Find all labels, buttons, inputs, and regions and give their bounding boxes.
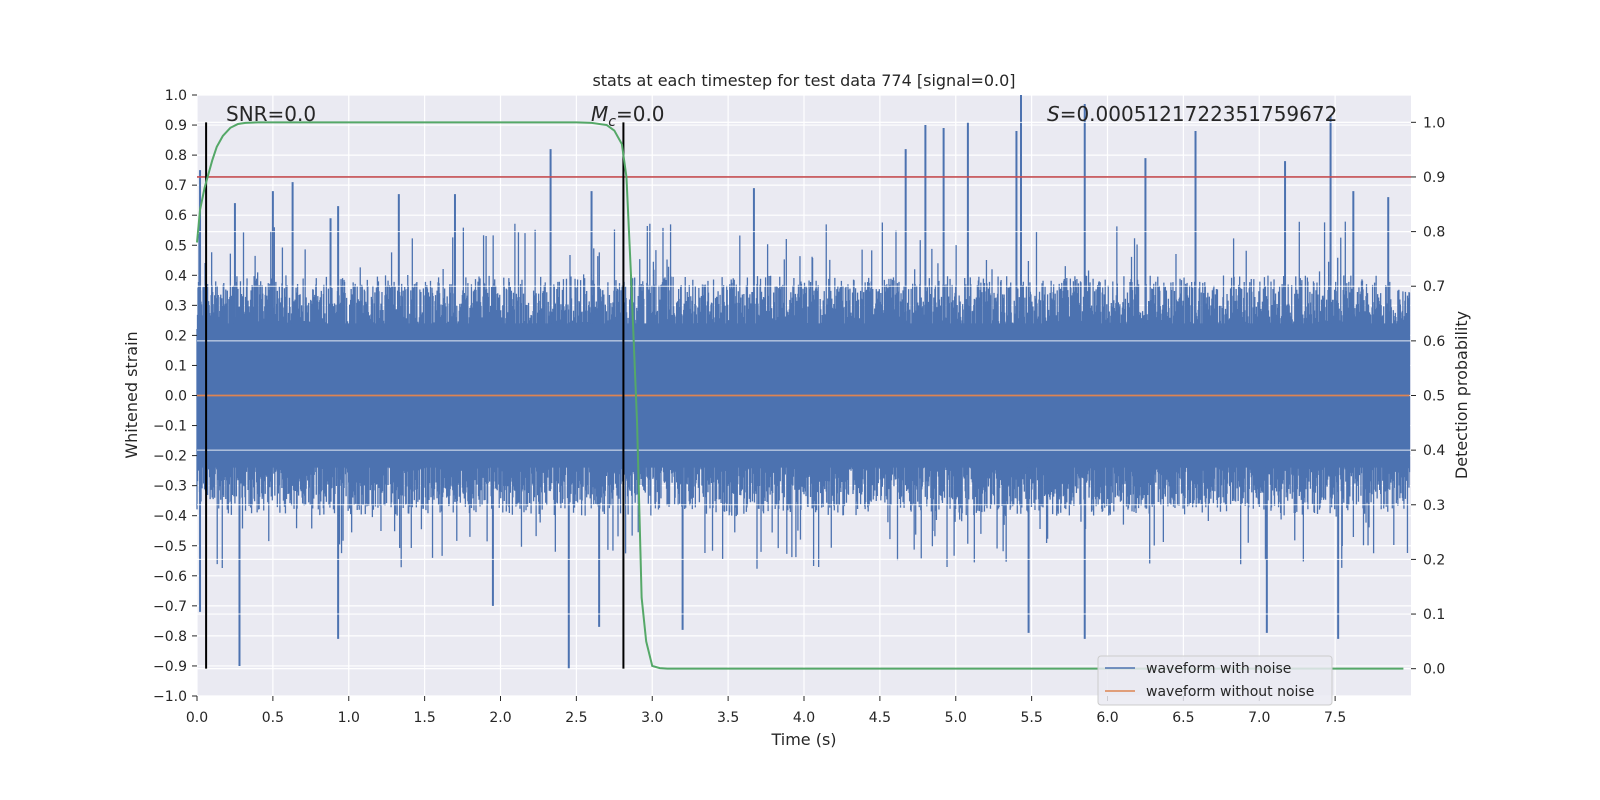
left-y-tick-label: 0.0 xyxy=(165,389,187,405)
left-y-tick-label: −1.0 xyxy=(153,689,187,705)
legend-label-waveform-without-noise: waveform without noise xyxy=(1146,684,1314,700)
right-y-tick-label: 0.1 xyxy=(1423,607,1445,623)
legend-label-waveform-with-noise: waveform with noise xyxy=(1146,661,1291,677)
x-tick-label: 5.5 xyxy=(1020,710,1042,726)
x-tick-label: 7.5 xyxy=(1324,710,1346,726)
left-y-tick-label: −0.7 xyxy=(153,599,187,615)
right-y-tick-label: 0.2 xyxy=(1423,552,1445,568)
right-y-tick-label: 0.6 xyxy=(1423,334,1445,350)
x-tick-label: 4.5 xyxy=(869,710,891,726)
score-value: =0.0005121722351759672 xyxy=(1060,102,1338,126)
left-y-tick-label: −0.9 xyxy=(153,659,187,675)
x-tick-label: 2.5 xyxy=(565,710,587,726)
chirp-mass-subscript: c xyxy=(608,114,616,130)
x-tick-label: 7.0 xyxy=(1248,710,1270,726)
left-y-tick-label: −0.1 xyxy=(153,419,187,435)
x-tick-label: 6.5 xyxy=(1172,710,1194,726)
right-y-tick-label: 0.4 xyxy=(1423,443,1445,459)
left-y-tick-label: 0.5 xyxy=(165,238,187,254)
chart-title: stats at each timestep for test data 774… xyxy=(592,71,1015,90)
left-y-tick-label: 0.6 xyxy=(165,208,187,224)
chirp-mass-symbol: M xyxy=(591,102,608,126)
left-y-tick-label: −0.4 xyxy=(153,509,187,525)
left-y-tick-label: 0.8 xyxy=(165,148,187,164)
right-y-tick-label: 0.8 xyxy=(1423,225,1445,241)
x-tick-label: 1.5 xyxy=(413,710,435,726)
legend-box xyxy=(1097,655,1333,706)
left-y-axis-label: Whitened strain xyxy=(122,331,141,458)
detection-probability-line xyxy=(196,121,1404,670)
right-y-axis-label: Detection probability xyxy=(1452,311,1471,479)
right-y-ticks: 1.0 0.9 0.8 0.7 0.6 0.5 0.4 0.3 0.2 0.1 0.0 xyxy=(1411,115,1445,678)
x-tick-label: 4.0 xyxy=(793,710,815,726)
left-y-tick-label: 0.4 xyxy=(165,268,187,284)
left-y-tick-label: 0.7 xyxy=(165,178,187,194)
x-tick-label: 1.0 xyxy=(338,710,360,726)
chirp-mass-value: =0.0 xyxy=(616,102,665,126)
left-y-tick-label: −0.3 xyxy=(153,479,187,495)
right-y-tick-label: 0.0 xyxy=(1423,662,1445,678)
x-tick-label: 0.5 xyxy=(262,710,284,726)
left-y-tick-label: −0.8 xyxy=(153,629,187,645)
x-axis-label: Time (s) xyxy=(770,730,836,749)
right-y-tick-label: 1.0 xyxy=(1423,115,1445,131)
left-y-ticks: 1.0 0.9 0.8 0.7 0.6 0.5 0.4 0.3 0.2 0.1 0.0 −0.1 −0.… xyxy=(153,88,197,705)
left-y-tick-label: −0.5 xyxy=(153,539,187,555)
left-y-tick-label: 1.0 xyxy=(165,88,187,104)
x-tick-label: 3.5 xyxy=(717,710,739,726)
x-tick-label: 0.0 xyxy=(186,710,208,726)
left-y-tick-label: −0.6 xyxy=(153,569,187,585)
snr-annotation: SNR=0.0 xyxy=(226,102,316,126)
left-y-tick-label: 0.9 xyxy=(165,118,187,134)
snr-score-annotation: S=0.0005121722351759672 xyxy=(1047,102,1337,126)
chirp-mass-annotation: Mc=0.0 xyxy=(591,102,665,130)
right-y-tick-label: 0.3 xyxy=(1423,498,1445,514)
left-y-tick-label: 0.3 xyxy=(165,298,187,314)
left-y-tick-label: −0.2 xyxy=(153,449,187,465)
x-tick-label: 6.0 xyxy=(1096,710,1118,726)
x-tick-label: 3.0 xyxy=(641,710,663,726)
legend: waveform with noise waveform without noi… xyxy=(1097,655,1333,706)
right-y-tick-label: 0.9 xyxy=(1423,170,1445,186)
left-y-tick-label: 0.1 xyxy=(165,358,187,374)
x-tick-label: 2.0 xyxy=(489,710,511,726)
right-y-tick-label: 0.7 xyxy=(1423,279,1445,295)
plot-area xyxy=(196,95,1411,670)
left-y-tick-label: 0.2 xyxy=(165,328,187,344)
score-symbol: S xyxy=(1047,102,1060,126)
x-tick-label: 5.0 xyxy=(945,710,967,726)
right-y-tick-label: 0.5 xyxy=(1423,389,1445,405)
